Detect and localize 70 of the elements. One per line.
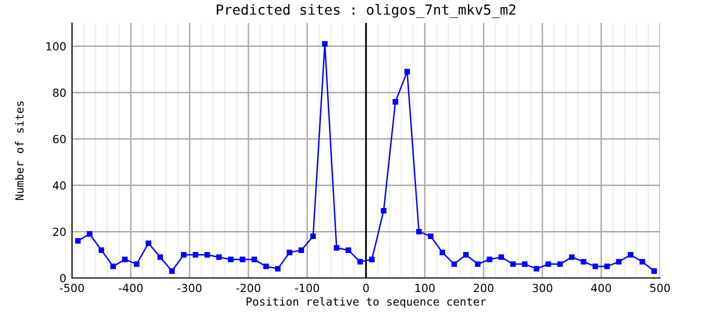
point	[510, 261, 516, 267]
point	[640, 258, 646, 265]
x-tick-label: -100	[295, 284, 320, 292]
x-tick-label: 0	[363, 284, 369, 292]
x-tick-label: -400	[118, 284, 143, 292]
point	[392, 99, 398, 105]
point	[440, 250, 446, 256]
point	[110, 264, 116, 270]
point	[474, 261, 480, 267]
x-tick-label: -200	[236, 284, 260, 292]
point	[322, 41, 328, 47]
y-tick-label: 80	[53, 88, 66, 97]
point	[498, 254, 504, 260]
point	[298, 247, 304, 253]
point	[334, 245, 340, 251]
point	[122, 256, 128, 262]
point	[86, 231, 92, 237]
point	[286, 250, 292, 256]
y-tick-label: 40	[52, 181, 66, 190]
point	[651, 268, 657, 274]
x-tick-label: 100	[415, 284, 435, 292]
x-tick-label: 400	[591, 284, 612, 292]
point	[557, 261, 563, 267]
point	[628, 252, 634, 258]
point	[157, 254, 163, 260]
point	[404, 68, 410, 74]
point	[275, 266, 281, 272]
point	[428, 233, 434, 240]
point	[534, 266, 540, 272]
point	[357, 258, 363, 265]
point	[192, 252, 198, 258]
point	[228, 256, 234, 262]
point	[604, 264, 610, 270]
point	[580, 258, 586, 265]
x-tick-label: -500	[60, 284, 84, 292]
point	[569, 254, 575, 260]
point	[98, 247, 104, 253]
point	[522, 261, 528, 267]
x-axis-title: Position relative to sequence center	[246, 297, 486, 308]
point	[75, 238, 81, 244]
point	[146, 240, 152, 246]
y-tick-label: 60	[53, 134, 66, 144]
x-tick-label: 300	[532, 284, 552, 292]
point	[346, 247, 352, 253]
x-tick-label: -300	[178, 284, 202, 292]
point	[416, 228, 422, 234]
point	[204, 252, 210, 258]
point	[180, 252, 186, 258]
y-axis-title: Number of sites	[15, 101, 24, 200]
point	[592, 264, 598, 270]
point	[252, 256, 258, 262]
chart-title: Predicted sites : oligos_7nt_mkv5_m2	[216, 4, 516, 18]
y-tick-label: 20	[53, 228, 66, 236]
point	[263, 264, 269, 270]
point	[134, 261, 140, 267]
y-tick-label: 100	[46, 42, 66, 51]
point	[380, 208, 386, 214]
point	[216, 254, 222, 260]
point	[546, 261, 552, 267]
point	[369, 256, 375, 262]
point	[169, 268, 175, 274]
x-tick-label: 200	[474, 284, 494, 292]
point	[240, 256, 246, 262]
point	[616, 258, 622, 265]
point	[310, 233, 316, 240]
x-tick-label: 500	[650, 284, 670, 292]
point	[451, 261, 457, 267]
y-tick-label: 0	[60, 274, 66, 282]
point	[486, 256, 492, 262]
point	[463, 252, 469, 258]
